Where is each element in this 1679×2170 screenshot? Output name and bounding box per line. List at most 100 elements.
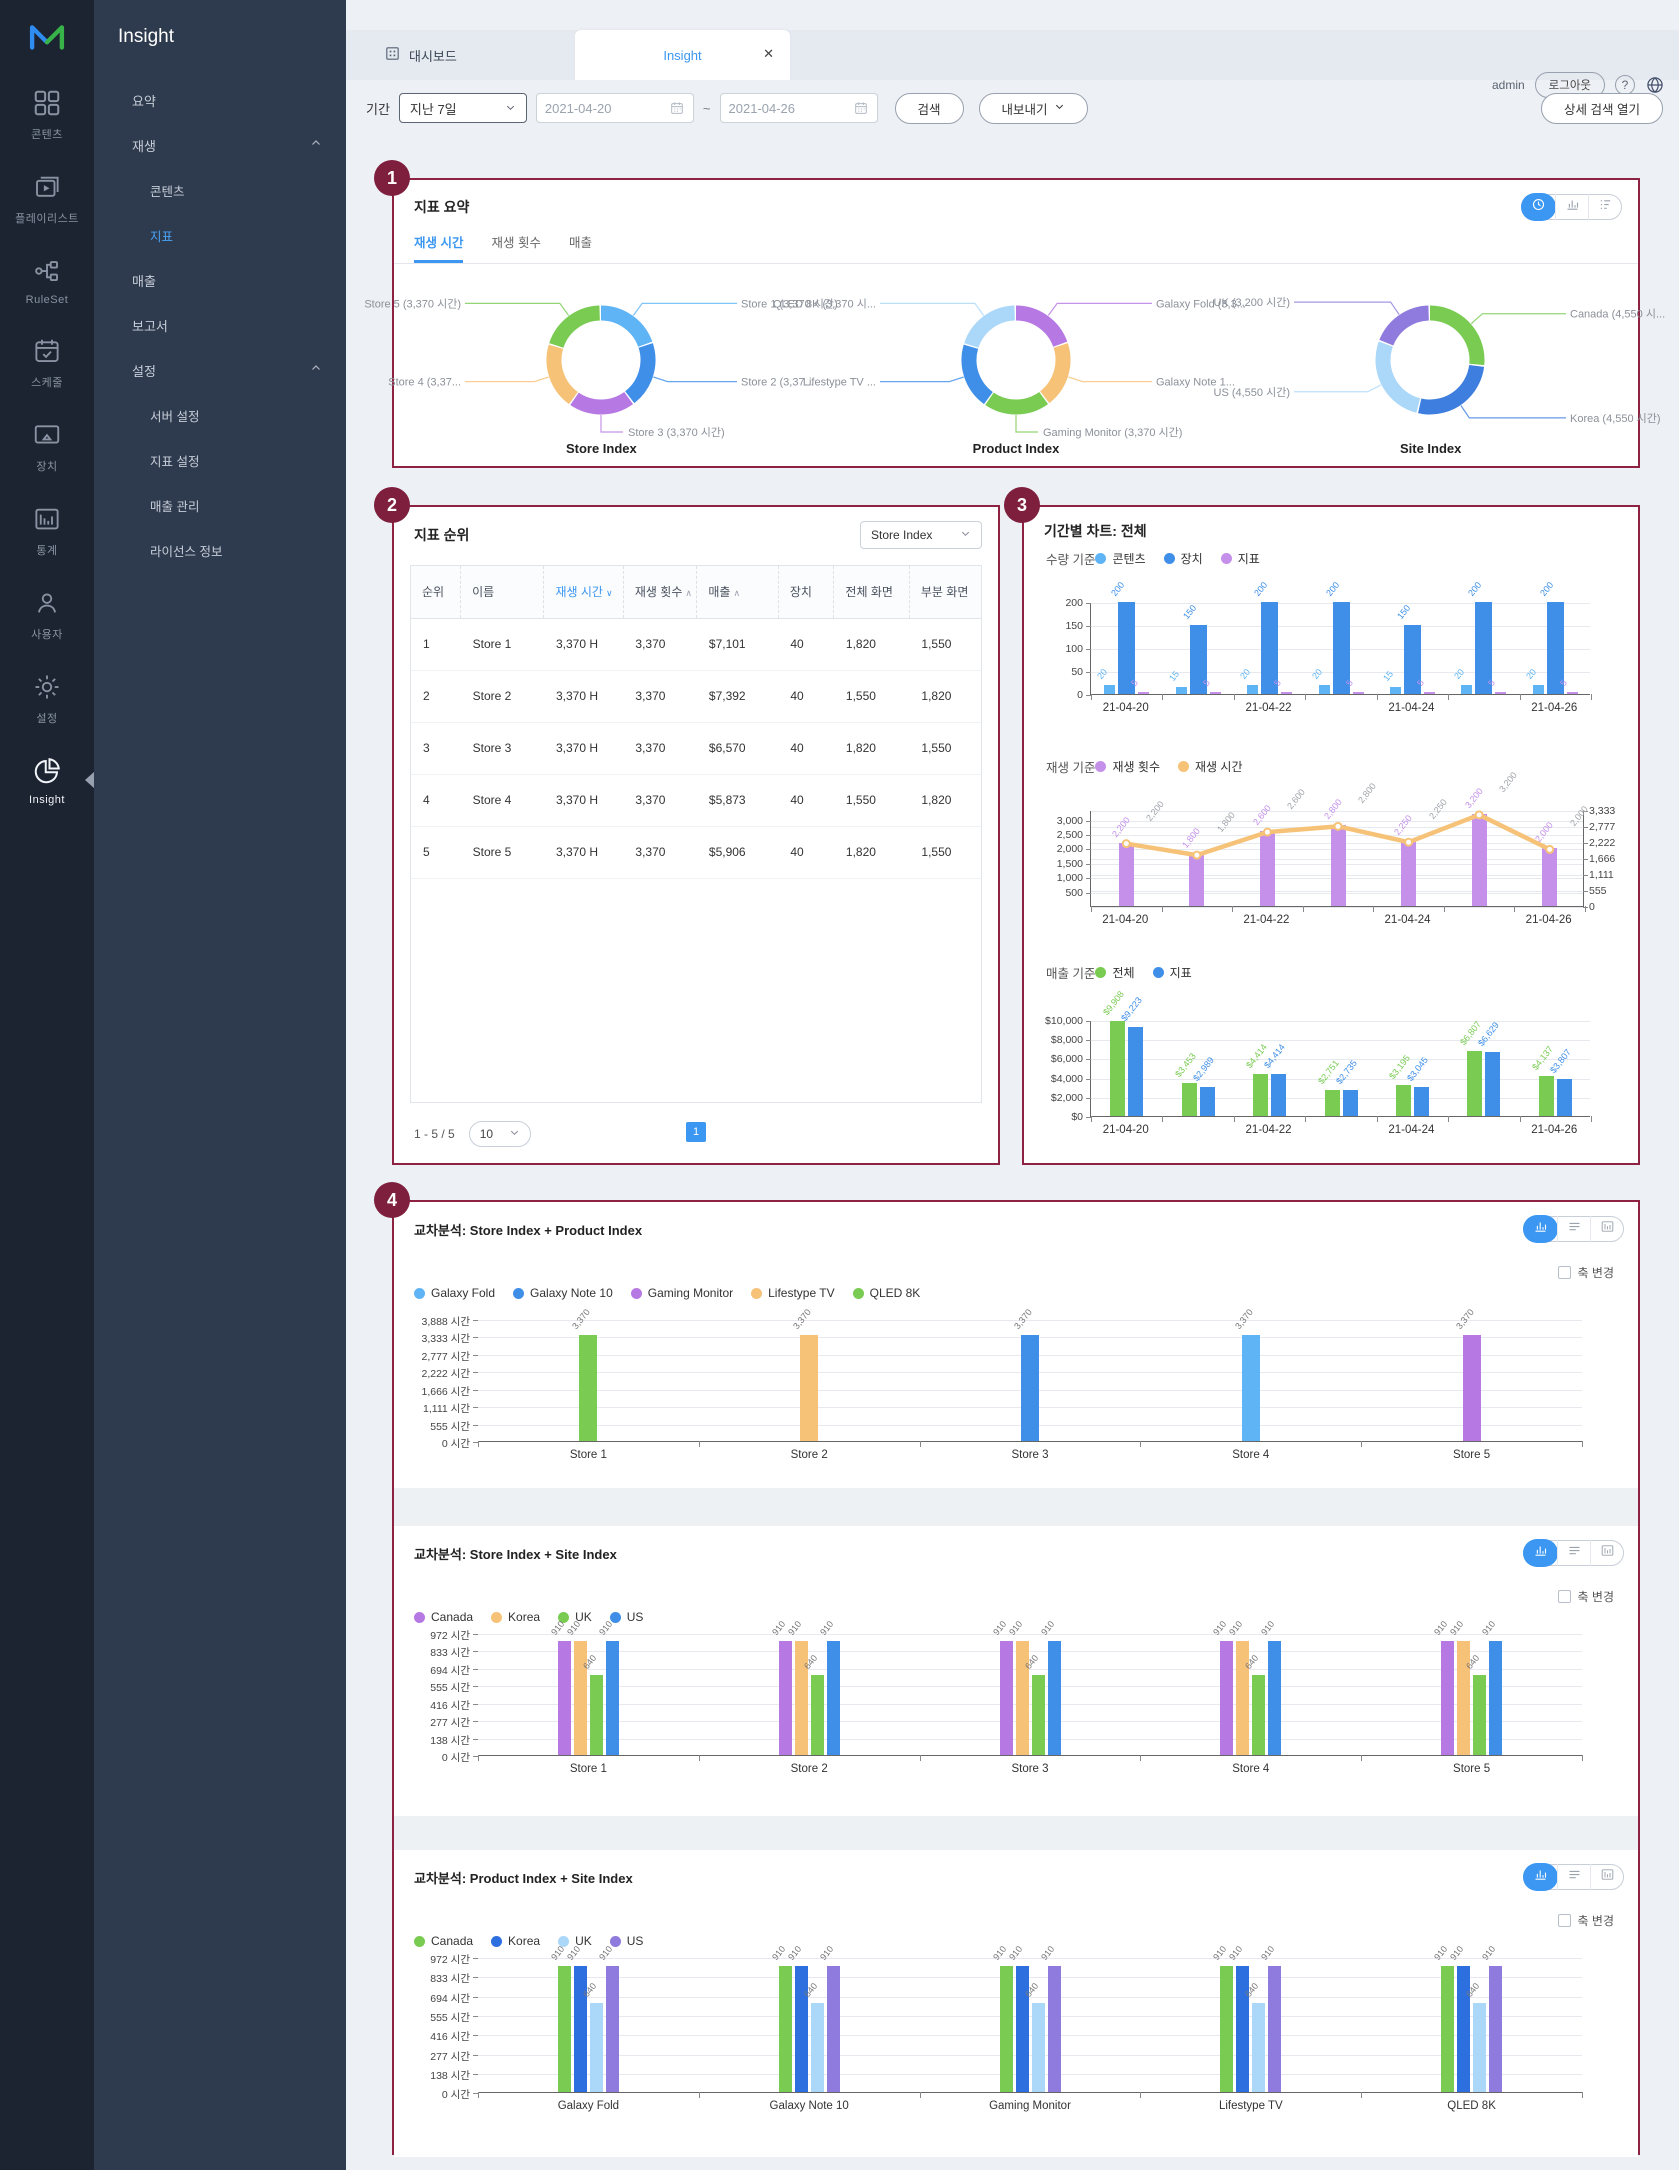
sort-desc-icon[interactable]: ∨ [605, 588, 613, 599]
rail-item-grid[interactable]: 콘텐츠 [0, 88, 94, 142]
sidebar-item-7[interactable]: 서버 설정 [94, 393, 346, 438]
globe-icon[interactable] [1645, 75, 1665, 95]
rail-item-stats[interactable]: 통계 [0, 504, 94, 558]
column-header[interactable]: 부분 화면 [908, 566, 981, 619]
bar [573, 1965, 587, 2092]
bar [557, 1965, 571, 2092]
sidebar-item-10[interactable]: 라이선스 정보 [94, 528, 346, 573]
table-row[interactable]: 5 Store 5 3,370 H 3,370 $5,906 40 1,820 1,550 [411, 826, 981, 879]
bar [778, 1640, 792, 1755]
barchart-view-button[interactable] [1523, 1215, 1558, 1243]
device-icon [32, 425, 62, 453]
column-header[interactable]: 이름 [460, 566, 544, 619]
close-icon[interactable]: ✕ [763, 46, 774, 61]
rail-item-user[interactable]: 사용자 [0, 588, 94, 642]
table-cell: 40 [778, 670, 834, 723]
stats-icon [32, 508, 62, 537]
search-button[interactable]: 검색 [894, 92, 964, 124]
y-axis-tick: $4,000 [1050, 1072, 1083, 1085]
table-view-button[interactable] [1557, 1216, 1590, 1242]
table-row[interactable]: 2 Store 2 3,370 H 3,370 $7,392 40 1,550 1,820 [411, 670, 981, 723]
legend-dot [1163, 553, 1175, 564]
table-row[interactable]: 4 Store 4 3,370 H 3,370 $5,873 40 1,550 1,820 [411, 774, 981, 827]
index-select[interactable]: Store Index [860, 521, 982, 549]
y-axis-tick: 972 시간 [430, 1954, 470, 1966]
clock-view-button[interactable] [1521, 193, 1556, 221]
x-axis-label: 21-04-22 [1243, 914, 1290, 926]
legend-item: Canada [414, 1610, 473, 1624]
donut-slice [546, 305, 656, 415]
advanced-search-button[interactable]: 상세 검색 열기 [1541, 92, 1663, 124]
ranking-view-button[interactable] [1588, 194, 1621, 220]
chart-playback-xlabels: 21-04-20 21-04-22 21-04-24 21-04-26 [1090, 914, 1584, 930]
sidebar-item-3[interactable]: 지표 [94, 213, 346, 258]
sort-asc-icon[interactable]: ∧ [733, 588, 741, 599]
bar-value-label: 200 [1323, 579, 1341, 598]
rail-item-pie[interactable]: Insight [0, 756, 94, 806]
sidebar-item-9[interactable]: 매출 관리 [94, 483, 346, 528]
sidebar-item-6[interactable]: 설정 [94, 348, 346, 393]
column-header[interactable]: 매출 ∧ [696, 566, 779, 619]
period-select[interactable]: 지난 7일 [398, 93, 527, 123]
barchart-view-button[interactable] [1555, 194, 1588, 220]
column-header[interactable]: 재생 시간 ∨ [543, 566, 624, 619]
donut-store-title: Store Index [565, 441, 637, 456]
column-view-button[interactable] [1590, 1540, 1623, 1566]
column-header[interactable]: 전체 화면 [833, 566, 910, 619]
x-axis-label: Store 2 [790, 1763, 828, 1775]
bar [1261, 602, 1279, 694]
column-header[interactable]: 순위 [411, 566, 461, 619]
chart-playback: 재생 기준 재생 횟수 재생 시간 3,000 2,500 2,000 1,500 1,0… [1024, 753, 1638, 953]
rail-item-playlist[interactable]: 플레이리스트 [0, 172, 94, 226]
sidebar-item-5[interactable]: 보고서 [94, 303, 346, 348]
sidebar-item-2[interactable]: 콘텐츠 [94, 168, 346, 213]
axis-change-checkbox[interactable] [1557, 1590, 1571, 1603]
column-header[interactable]: 장치 [777, 566, 834, 619]
legend-dot [491, 1611, 503, 1623]
legend-label: Korea [508, 1610, 541, 1624]
page-number[interactable]: 1 [686, 1122, 706, 1142]
table-cell: 3,370 [623, 774, 697, 827]
bar [1189, 854, 1205, 906]
rail-item-gear[interactable]: 설정 [0, 672, 94, 726]
y-axis-tick: 1,666 시간 [421, 1385, 470, 1398]
axis-change-checkbox[interactable] [1557, 1914, 1571, 1927]
bar-value-label: 200 [1252, 579, 1270, 598]
sidebar-item-1[interactable]: 재생 [94, 123, 346, 168]
donut-callout-line [1471, 313, 1567, 325]
date-from-input[interactable]: 2021-04-20 [535, 93, 694, 123]
table-view-button[interactable] [1557, 1540, 1590, 1566]
rail-item-device[interactable]: 장치 [0, 420, 94, 474]
table-row[interactable]: 3 Store 3 3,370 H 3,370 $6,570 40 1,820 1,550 [411, 722, 981, 775]
tab-insight[interactable]: Insight ✕ [575, 30, 790, 80]
y-axis-tick: 833 시간 [430, 1973, 470, 1986]
export-button[interactable]: 내보내기 [978, 92, 1088, 124]
page-size-select[interactable]: 10 [468, 1121, 531, 1147]
barchart-view-button[interactable] [1523, 1539, 1558, 1567]
barchart-view-button[interactable] [1523, 1863, 1558, 1891]
sidebar-item-0[interactable]: 요약 [94, 78, 346, 123]
date-to-input[interactable]: 2021-04-26 [719, 93, 878, 123]
column-view-button[interactable] [1590, 1864, 1623, 1890]
column-header[interactable]: 재생 횟수 ∧ [622, 566, 697, 619]
column-view-button[interactable] [1590, 1216, 1623, 1242]
sidebar-item-8[interactable]: 지표 설정 [94, 438, 346, 483]
rail-item-ruleset[interactable]: RuleSet [0, 256, 94, 306]
legend-item: US [609, 1934, 643, 1948]
donut-product-chart: Galaxy Fold (3,3... Galaxy Note 1... Gamin… [773, 298, 1246, 439]
donut-slice-label: Store 3 (3,370 시간) [628, 426, 725, 439]
tab-play-time[interactable]: 재생 시간 [414, 232, 464, 263]
tab-revenue[interactable]: 매출 [568, 236, 592, 250]
rail-item-schedule[interactable]: 스케줄 [0, 336, 94, 390]
table-view-button[interactable] [1557, 1864, 1590, 1890]
axis-change-checkbox[interactable] [1557, 1266, 1571, 1279]
tab-dashboard[interactable]: 대시보드 [384, 30, 457, 80]
table-row[interactable]: 1 Store 1 3,370 H 3,370 $7,101 40 1,820 1,550 [411, 618, 981, 671]
tab-play-count[interactable]: 재생 횟수 [491, 236, 541, 250]
sidebar-title: Insight [118, 26, 174, 47]
table-cell: 3,370 H [543, 826, 624, 879]
sidebar-item-4[interactable]: 매출 [94, 258, 346, 303]
cross-card-1-legend: Galaxy Fold Galaxy Note 10 Gaming Monitor L… [414, 1286, 920, 1300]
legend-label: UK [575, 1934, 592, 1948]
sort-asc-icon[interactable]: ∧ [685, 588, 692, 599]
